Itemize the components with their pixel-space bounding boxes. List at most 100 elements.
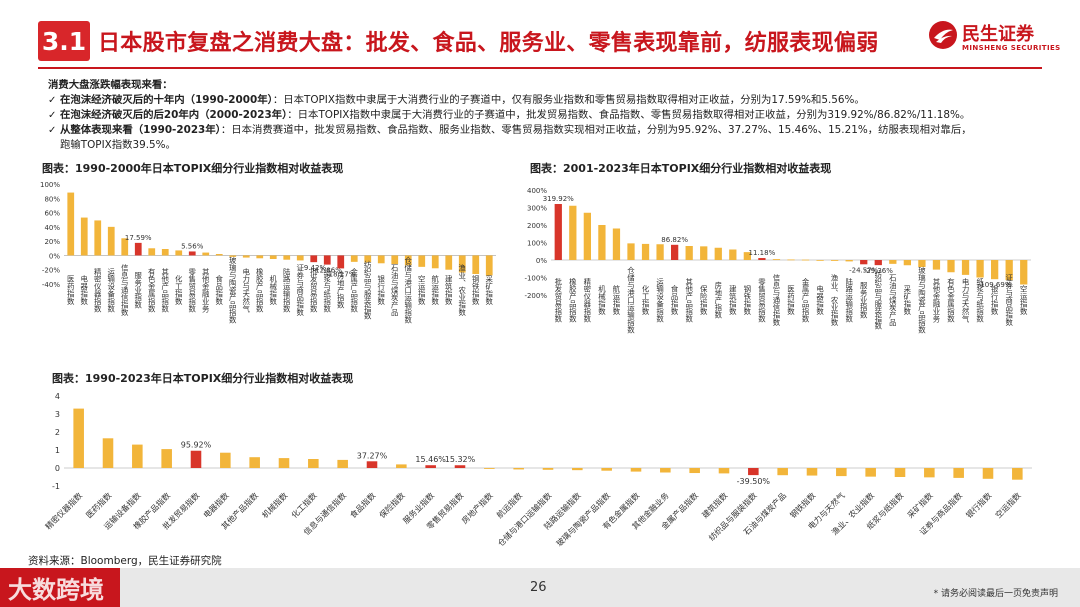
- category-label: 运输设备指数: [106, 268, 115, 314]
- intro-block: 消费大盘涨跌幅表现来看： ✓ 在泡沫经济破灭后的十年内（1990-2000年）：…: [48, 78, 1048, 153]
- bar: [175, 250, 183, 256]
- y-tick-label: 200%: [527, 222, 547, 230]
- point-text-continued: 跑输TOPIX指数39.5%。: [60, 139, 176, 151]
- bar: [718, 468, 730, 474]
- logo-name-cn: 民生证券: [962, 24, 1034, 45]
- bar: [924, 468, 935, 478]
- category-label: 采矿指数: [905, 490, 935, 520]
- chart3-title: 图表：1990-2023年日本TOPIX细分行业指数相对收益表现: [52, 372, 354, 385]
- bar: [583, 212, 591, 260]
- data-label: -12.86%: [313, 267, 343, 275]
- watermark-text: 大数跨境: [8, 576, 104, 604]
- category-label: 批发贸易指数: [309, 267, 318, 313]
- bar: [601, 468, 612, 471]
- intro-point: ✓ 从整体表现来看（1990-2023年）：日本消费赛道中，批发贸易指数、食品指…: [48, 123, 1048, 138]
- bar: [831, 260, 839, 261]
- category-label: 仓储与港口运输指数: [495, 490, 553, 548]
- chart2-svg: 400% 300% 200% 100% 0% -100% -200% 319.92% 批发贸易指…: [524, 187, 1031, 334]
- bar: [364, 255, 372, 263]
- y-tick-label: 2: [55, 428, 60, 437]
- category-label: 化工指数: [641, 285, 650, 316]
- category-label: 医药指数: [84, 490, 114, 520]
- category-label: 金属产品指数: [349, 267, 358, 313]
- bar: [806, 468, 818, 476]
- category-label: 房地产指数: [459, 490, 494, 525]
- y-tick-label: -1: [52, 482, 60, 491]
- category-label: 保险指数: [377, 490, 407, 520]
- section-badge: 3.1: [38, 21, 90, 61]
- bar: [889, 260, 897, 264]
- bar: [310, 255, 318, 263]
- bar: [215, 254, 223, 256]
- bar: [161, 249, 169, 256]
- category-label: 渔业、农业指数: [457, 264, 466, 317]
- category-label: 纺织品与服装指数: [873, 270, 882, 331]
- disclaimer: * 请务必阅读最后一页免责声明: [933, 589, 1058, 599]
- category-label: 其他金融业务: [201, 268, 210, 314]
- category-label: 钢铁指数: [788, 490, 818, 520]
- bar: [845, 260, 853, 262]
- bar: [569, 205, 577, 260]
- category-label: 钢铁指数: [743, 285, 752, 316]
- bar: [249, 457, 260, 468]
- bar: [932, 260, 941, 270]
- bar: [714, 247, 722, 260]
- check-icon: ✓: [48, 125, 57, 136]
- footer-accent: [0, 568, 120, 607]
- bar: [337, 459, 348, 468]
- bar: [903, 260, 911, 266]
- point-text: ：日本TOPIX指数中隶属于大消费行业的子赛道中，批发贸易指数、食品指数、零售贸…: [287, 109, 971, 121]
- category-label: 玻璃与陶瓷产品指数: [228, 256, 237, 324]
- bar: [894, 468, 906, 477]
- bar: [641, 243, 650, 260]
- bar: [472, 255, 480, 274]
- category-label: 信息与通信指数: [120, 264, 129, 317]
- logo-name-en: MINSHENG SECURITIES: [962, 44, 1061, 52]
- category-label: 零售贸易指数: [757, 278, 766, 324]
- footer-bar: [0, 568, 1080, 607]
- category-label: 建筑指数: [728, 285, 737, 316]
- data-label: 17.59%: [125, 234, 152, 242]
- source-note: 资料来源：Bloomberg，民生证券研究院: [28, 555, 222, 567]
- category-label: 石油与煤炭产品: [390, 264, 399, 317]
- point-lead: 从整体表现来看（1990-2023年）: [60, 124, 221, 136]
- brand-logo: 民生证券 MINSHENG SECURITIES: [928, 18, 1060, 58]
- category-label: 电力与天然气: [241, 267, 250, 312]
- intro-point: ✓ 在泡沫经济破灭后的十年内（1990-2000年）：日本TOPIX指数中隶属于…: [48, 93, 1048, 108]
- category-label: 航运指数: [430, 275, 439, 306]
- bar: [431, 255, 439, 269]
- bar: [350, 255, 358, 262]
- bar: [102, 438, 114, 468]
- category-label: 化工指数: [289, 490, 319, 520]
- category-label: 采矿指数: [903, 285, 912, 316]
- category-label: 房地产指数: [336, 271, 345, 310]
- category-label: 仓储与港口运输指数: [626, 266, 635, 334]
- category-label: 石油与煤炭产品: [888, 274, 897, 327]
- bar: [484, 468, 495, 469]
- category-label: 航运指数: [612, 285, 621, 316]
- bar: [425, 465, 436, 468]
- bar: [161, 449, 172, 468]
- category-label: 房地产指数: [713, 281, 722, 320]
- category-label: 纺织品与服装指数: [706, 490, 758, 542]
- bar: [656, 244, 664, 260]
- chart1-title: 图表：1990-2000年日本TOPIX细分行业指数相对收益表现: [42, 162, 344, 175]
- category-label: 有色金属指数: [946, 277, 955, 323]
- category-label: 采矿指数: [484, 275, 493, 306]
- bar: [202, 252, 210, 256]
- bar: [787, 259, 795, 261]
- category-label: 橡胶产品指数: [255, 267, 264, 313]
- data-label: -109.69%: [978, 281, 1012, 289]
- bar: [627, 243, 635, 260]
- data-label: -29.36%: [864, 267, 894, 275]
- y-tick-label: 4: [55, 392, 60, 401]
- category-label: 玻璃与陶瓷产品指数: [917, 266, 926, 334]
- bar: [836, 468, 847, 477]
- category-label: 食品指数: [214, 275, 223, 306]
- logo-mark-icon: [929, 21, 957, 49]
- category-label: 其他产品指数: [160, 268, 169, 314]
- bar: [366, 461, 378, 468]
- bar: [758, 258, 766, 260]
- bar: [700, 246, 708, 260]
